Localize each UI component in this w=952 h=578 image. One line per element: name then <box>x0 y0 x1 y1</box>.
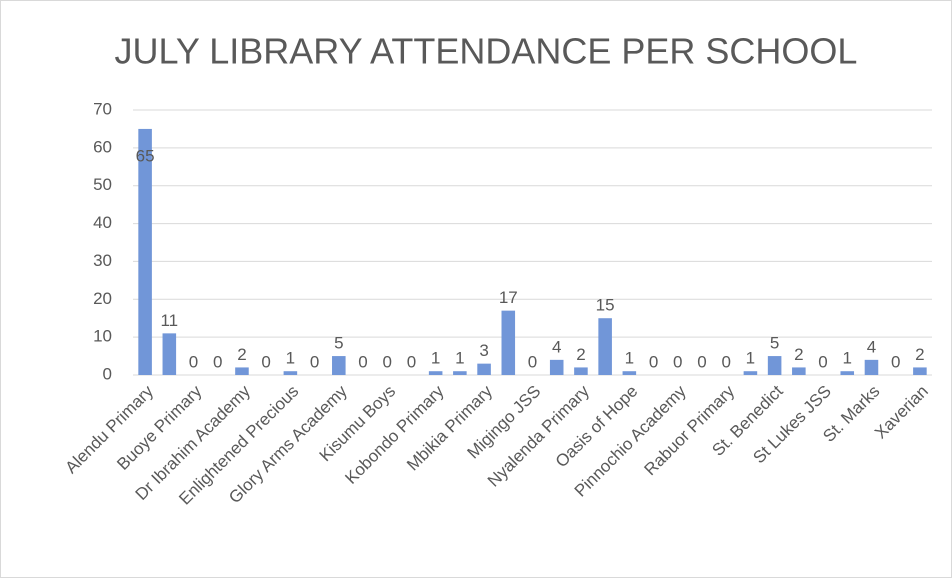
data-label: 4 <box>867 337 876 356</box>
data-label: 0 <box>310 352 319 371</box>
y-tick-label: 20 <box>93 289 112 308</box>
data-label: 5 <box>334 334 343 353</box>
bar <box>598 318 612 375</box>
bar <box>453 371 467 375</box>
data-label: 1 <box>455 349 464 368</box>
data-label: 11 <box>160 311 178 330</box>
data-label: 0 <box>891 352 900 371</box>
data-label: 15 <box>596 296 615 315</box>
bar <box>138 128 152 375</box>
y-tick-label: 0 <box>103 364 112 383</box>
data-label: 3 <box>479 341 488 360</box>
chart-title: JULY LIBRARY ATTENDANCE PER SCHOOL <box>115 31 858 72</box>
data-label: 2 <box>794 345 803 364</box>
data-label: 0 <box>261 352 270 371</box>
bar <box>840 371 855 375</box>
data-label: 1 <box>286 349 295 368</box>
y-tick-label: 50 <box>93 175 112 194</box>
data-label: 0 <box>213 352 222 371</box>
data-label: 2 <box>237 345 246 364</box>
bar <box>743 371 758 375</box>
data-label: 1 <box>843 349 852 368</box>
bar <box>792 367 806 375</box>
data-label: 1 <box>431 349 440 368</box>
data-label: 1 <box>746 349 755 368</box>
y-tick-label: 70 <box>93 99 112 118</box>
y-tick-label: 40 <box>93 213 112 232</box>
y-tick-label: 60 <box>93 137 112 156</box>
bar <box>162 333 177 375</box>
data-label: 0 <box>358 352 367 371</box>
data-label: 5 <box>770 334 779 353</box>
bar <box>332 356 346 375</box>
data-label: 1 <box>625 349 634 368</box>
bar <box>913 367 927 375</box>
bar <box>283 371 298 375</box>
bar <box>767 356 782 375</box>
bar <box>622 371 637 375</box>
bar <box>864 359 879 375</box>
data-label: 2 <box>576 345 585 364</box>
data-label: 4 <box>552 337 561 356</box>
data-label: 0 <box>189 352 198 371</box>
bar <box>428 371 443 375</box>
data-label: 0 <box>528 352 537 371</box>
data-label: 0 <box>673 352 682 371</box>
data-label: 0 <box>721 352 730 371</box>
data-label: 2 <box>915 345 924 364</box>
data-label: 0 <box>649 352 658 371</box>
data-label: 0 <box>697 352 706 371</box>
y-tick-label: 30 <box>93 251 112 270</box>
data-label: 0 <box>818 352 827 371</box>
bar <box>477 363 491 375</box>
bar <box>501 310 516 375</box>
y-tick-label: 10 <box>93 327 112 346</box>
data-label: 17 <box>499 288 518 307</box>
data-label: 0 <box>407 352 416 371</box>
data-label: 0 <box>382 352 391 371</box>
bar <box>235 367 249 375</box>
data-label: 65 <box>136 146 155 165</box>
bar <box>574 367 588 375</box>
bar <box>549 359 564 375</box>
